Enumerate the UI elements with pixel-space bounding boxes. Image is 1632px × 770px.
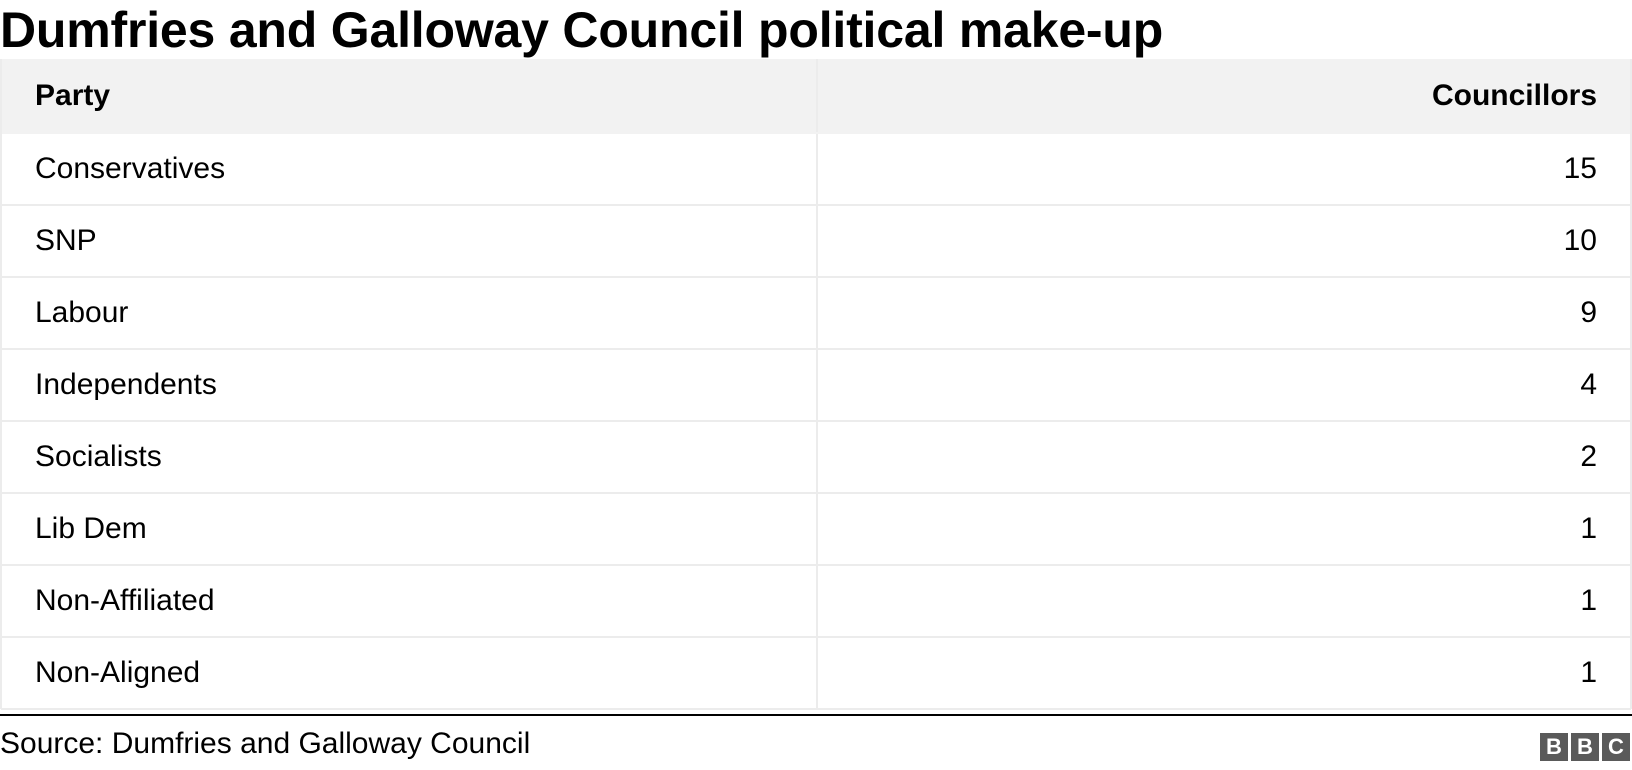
table-row: Lib Dem 1 <box>1 493 1631 566</box>
bbc-logo-letter: B <box>1571 733 1599 761</box>
councillors-cell: 15 <box>817 133 1631 206</box>
column-header-councillors: Councillors <box>817 59 1631 134</box>
party-cell: Lib Dem <box>1 493 818 566</box>
bbc-logo-letter: C <box>1602 733 1630 761</box>
table-row: Non-Affiliated 1 <box>1 565 1631 638</box>
table-row: SNP 10 <box>1 205 1631 278</box>
councillors-cell: 9 <box>817 277 1631 350</box>
party-cell: SNP <box>1 205 818 278</box>
chart-title: Dumfries and Galloway Council political … <box>0 2 1164 58</box>
councillors-cell: 1 <box>817 565 1631 638</box>
party-cell: Socialists <box>1 421 818 494</box>
table-row: Conservatives 15 <box>1 133 1631 206</box>
party-cell: Independents <box>1 349 818 422</box>
party-table: Party Councillors Conservatives 15 SNP 1… <box>1 59 1631 710</box>
councillors-cell: 1 <box>817 493 1631 566</box>
councillors-cell: 4 <box>817 349 1631 422</box>
table-header-row: Party Councillors <box>1 59 1631 134</box>
party-cell: Labour <box>1 277 818 350</box>
party-cell: Conservatives <box>1 133 818 206</box>
table-row: Non-Aligned 1 <box>1 637 1631 710</box>
column-header-party: Party <box>1 59 818 134</box>
source-note: Source: Dumfries and Galloway Council <box>0 727 531 760</box>
councillors-cell: 10 <box>817 205 1631 278</box>
table-row: Independents 4 <box>1 349 1631 422</box>
table-row: Labour 9 <box>1 277 1631 350</box>
footer-divider <box>0 714 1632 716</box>
councillors-cell: 2 <box>817 421 1631 494</box>
party-cell: Non-Aligned <box>1 637 818 710</box>
party-cell: Non-Affiliated <box>1 565 818 638</box>
councillors-cell: 1 <box>817 637 1631 710</box>
bbc-logo-letter: B <box>1540 733 1568 761</box>
table-row: Socialists 2 <box>1 421 1631 494</box>
bbc-logo: B B C <box>1540 733 1630 761</box>
